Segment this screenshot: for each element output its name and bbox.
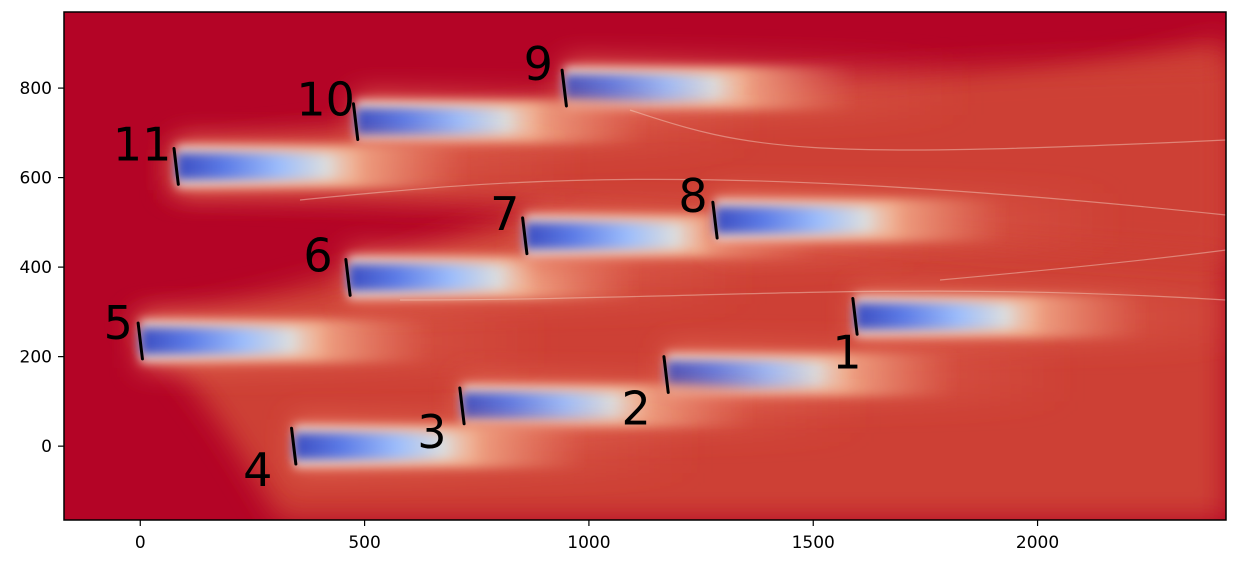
wake-5 <box>140 314 545 368</box>
turbine-2 <box>662 355 670 394</box>
turbine-9 <box>560 68 568 108</box>
wake-core <box>347 263 537 291</box>
turbine-7 <box>521 216 529 256</box>
turbine-label-5: 5 <box>104 296 133 350</box>
turbine-1 <box>851 296 859 336</box>
wake-core <box>854 302 1044 330</box>
turbine-label-2: 2 <box>621 382 650 436</box>
contour-line <box>939 249 1226 281</box>
y-tick-label: 800 <box>20 79 52 99</box>
turbine-label-7: 7 <box>490 187 519 241</box>
turbine-label-9: 9 <box>524 37 553 91</box>
wake-8 <box>714 193 1119 247</box>
x-tick-label: 1500 <box>792 533 835 553</box>
contour-line <box>629 109 1226 151</box>
turbine-label-4: 4 <box>243 443 272 497</box>
plot-frame <box>63 11 1227 521</box>
turbine-label-10: 10 <box>296 73 355 127</box>
contour-line <box>299 178 1226 216</box>
x-tick-label: 2000 <box>1016 533 1059 553</box>
wake-1 <box>854 289 1226 344</box>
turbine-8 <box>711 200 719 240</box>
y-tick-label: 200 <box>20 348 52 368</box>
wake-core <box>714 206 904 234</box>
turbine-labels-layer: 1 2 3 4 5 6 7 8 9 10 11 <box>104 37 862 497</box>
y-tick-label: 600 <box>20 169 52 189</box>
wake-core <box>176 152 365 180</box>
y-axis: 0 200 400 600 800 <box>20 79 64 457</box>
turbine-label-11: 11 <box>113 117 172 171</box>
contour-line <box>399 290 1226 301</box>
wake-core <box>461 392 651 420</box>
turbine-label-1: 1 <box>832 325 861 379</box>
turbines-layer <box>136 68 859 466</box>
wake-core <box>524 222 714 250</box>
plot-area: 1 2 3 4 5 6 7 8 9 10 11 <box>63 11 1227 521</box>
x-axis: 0 500 1000 1500 2000 <box>135 520 1059 553</box>
turbine-10 <box>351 102 360 142</box>
turbine-label-8: 8 <box>678 169 707 223</box>
turbine-label-6: 6 <box>303 228 332 282</box>
y-tick-label: 0 <box>41 437 52 457</box>
y-tick-label: 400 <box>20 258 52 278</box>
contour-lines <box>299 109 1226 301</box>
x-tick-label: 0 <box>135 533 146 553</box>
x-tick-label: 500 <box>348 533 380 553</box>
turbine-11 <box>172 147 180 186</box>
wake-11 <box>176 139 580 194</box>
turbine-3 <box>458 386 466 426</box>
wake-core <box>140 327 329 355</box>
turbine-6 <box>344 258 352 297</box>
x-tick-label: 1000 <box>567 533 610 553</box>
turbine-label-3: 3 <box>417 405 446 459</box>
wake-4 <box>293 419 698 474</box>
wakes-layer <box>140 61 1226 474</box>
turbine-4 <box>290 426 298 466</box>
turbine-5 <box>136 321 144 361</box>
wake-core <box>355 108 545 136</box>
wake-core <box>293 432 483 460</box>
